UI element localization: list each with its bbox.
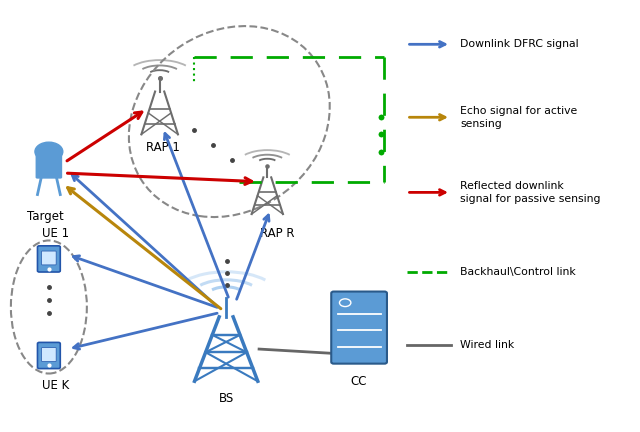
Text: Reflected downlink
signal for passive sensing: Reflected downlink signal for passive se…: [460, 181, 601, 204]
Text: CC: CC: [351, 375, 367, 388]
Text: Downlink DFRC signal: Downlink DFRC signal: [460, 39, 579, 49]
FancyBboxPatch shape: [38, 343, 60, 368]
Text: UE 1: UE 1: [42, 227, 68, 240]
FancyBboxPatch shape: [42, 348, 56, 362]
FancyBboxPatch shape: [42, 251, 56, 265]
Text: Backhaul\Control link: Backhaul\Control link: [460, 267, 576, 277]
FancyBboxPatch shape: [38, 246, 60, 272]
Text: RAP 1: RAP 1: [146, 141, 180, 154]
FancyBboxPatch shape: [332, 292, 387, 364]
Text: Wired link: Wired link: [460, 340, 515, 350]
Text: Target: Target: [28, 210, 64, 222]
Text: Echo signal for active
sensing: Echo signal for active sensing: [460, 106, 578, 129]
Text: UE K: UE K: [42, 379, 69, 392]
FancyBboxPatch shape: [36, 152, 62, 179]
Circle shape: [35, 142, 63, 161]
Text: BS: BS: [218, 392, 234, 405]
Text: RAP R: RAP R: [260, 227, 294, 240]
